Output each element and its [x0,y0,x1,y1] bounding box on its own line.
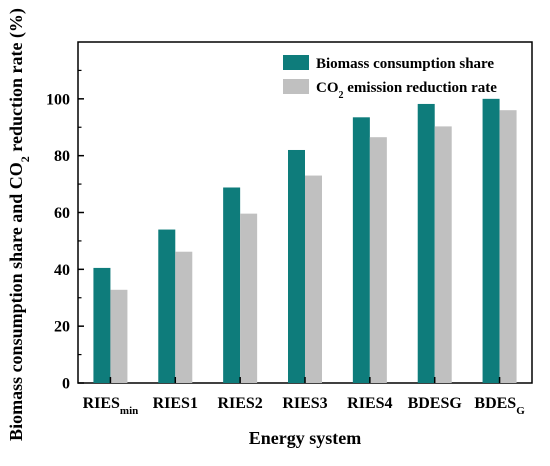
x-tick-label-6: BDESG [474,395,525,417]
bar-biomass-1 [158,229,176,383]
y-tick-label-0: 0 [62,376,70,393]
y-tick-label-80: 80 [54,148,70,165]
legend-label-biomass: Biomass consumption share [316,56,494,72]
y-tick-label-20: 20 [54,319,70,336]
bar-biomass-0 [93,267,111,383]
bar-biomass-5 [417,103,435,383]
bar-co2-6 [499,110,517,383]
bar-biomass-3 [288,149,305,383]
legend-swatch-co2 [283,79,309,94]
bar-co2-3 [305,175,322,383]
y-tick-label-100: 100 [46,91,70,108]
x-tick-label-0: RIESmin [83,395,139,417]
legend-label-co2: CO2 emission reduction rate [316,80,497,101]
bar-co2-4 [369,137,387,383]
y-axis-title: Biomass consumption share and CO2 reduct… [6,8,32,441]
legend-swatch-biomass [283,55,309,70]
bar-co2-2 [240,213,258,383]
y-tick-label-40: 40 [54,262,70,279]
y-tick-label-60: 60 [54,205,70,222]
x-axis-title: Energy system [249,428,361,448]
bar-biomass-2 [223,187,241,383]
bar-co2-5 [434,126,452,384]
bar-biomass-6 [482,98,500,383]
x-tick-label-4: RIES4 [347,395,392,412]
x-tick-label-3: RIES3 [282,395,327,412]
bar-co2-1 [175,251,193,383]
bar-co2-0 [110,289,128,383]
bar-biomass-4 [352,117,370,383]
x-tick-label-1: RIES1 [153,395,198,412]
x-tick-label-2: RIES2 [217,395,262,412]
x-tick-label-5: BDESG [408,395,463,412]
